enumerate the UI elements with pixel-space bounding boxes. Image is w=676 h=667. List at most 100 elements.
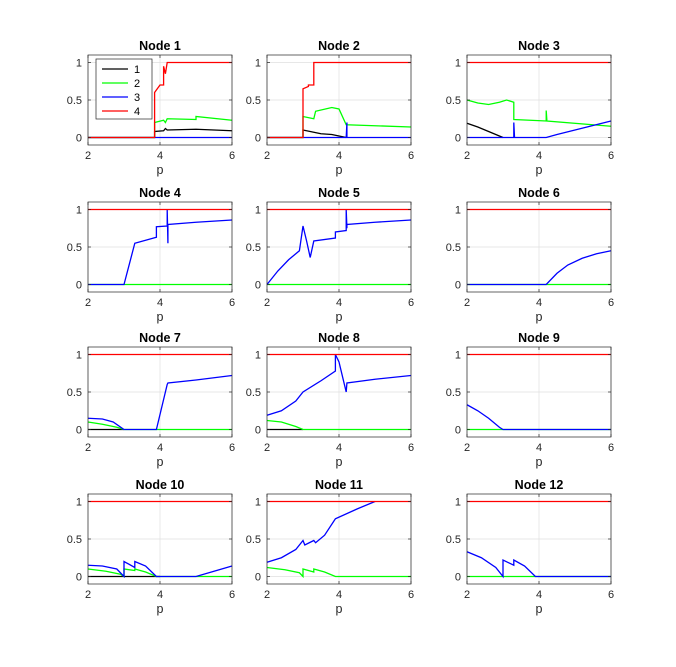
x-tick-label: 4 [536, 297, 542, 309]
y-tick-label: 0 [455, 425, 461, 437]
y-tick-label: 1 [76, 497, 82, 509]
series-line-3 [467, 250, 612, 286]
y-tick-label: 0 [76, 572, 82, 584]
subplot-node-10: 2 4 6 0 0.5 1 Node 10 p [67, 478, 235, 616]
subplot-node-12: 2 4 6 0 0.5 1 Node 12 p [446, 478, 614, 616]
y-tick-label: 1 [255, 497, 261, 509]
subplot-node-11: 2 4 6 0 0.5 1 Node 11 p [246, 478, 414, 616]
x-tick-label: 4 [336, 442, 342, 454]
x-tick-label: 6 [608, 589, 614, 601]
y-tick-label: 0.5 [67, 95, 82, 107]
x-axis-label: p [157, 310, 164, 324]
subplot-title: Node 12 [515, 478, 564, 492]
series-line-1 [466, 122, 504, 139]
x-axis-label: p [157, 163, 164, 177]
x-axis-label: p [536, 310, 543, 324]
y-tick-label: 0.5 [246, 387, 261, 399]
subplot-title: Node 1 [139, 39, 181, 53]
series-line-3 [266, 209, 412, 285]
x-axis-label: p [157, 455, 164, 469]
x-axis-label: p [157, 602, 164, 616]
legend-label-1: 1 [134, 64, 140, 76]
x-tick-label: 6 [229, 297, 235, 309]
x-tick-label: 2 [464, 297, 470, 309]
x-tick-label: 2 [85, 442, 91, 454]
subplot-node-4: 2 4 6 0 0.5 1 Node 4 p [67, 186, 235, 324]
subplot-title: Node 10 [136, 478, 185, 492]
y-tick-label: 0.5 [67, 387, 82, 399]
x-axis-label: p [536, 163, 543, 177]
y-tick-label: 0 [455, 280, 461, 292]
subplot-node-3: 2 4 6 0 0.5 1 Node 3 p [446, 39, 614, 177]
series-line-4 [88, 61, 232, 139]
y-tick-label: 1 [455, 58, 461, 70]
subplot-node-1: 2 4 6 0 0.5 1 Node 1 p 1 2 3 4 [67, 39, 235, 177]
x-tick-label: 2 [85, 297, 91, 309]
subplot-title: Node 3 [518, 39, 560, 53]
x-tick-label: 2 [264, 589, 270, 601]
x-tick-label: 4 [157, 297, 163, 309]
y-tick-label: 0 [76, 133, 82, 145]
x-axis-label: p [336, 310, 343, 324]
series-line-2 [87, 421, 232, 431]
series-line-3 [87, 560, 233, 579]
legend-label-3: 3 [134, 92, 140, 104]
x-tick-label: 2 [264, 150, 270, 162]
x-tick-label: 6 [408, 442, 414, 454]
y-tick-label: 1 [455, 205, 461, 217]
y-tick-label: 1 [255, 350, 261, 362]
subplot-title: Node 4 [139, 186, 181, 200]
y-tick-label: 1 [455, 350, 461, 362]
x-tick-label: 4 [536, 589, 542, 601]
legend-label-2: 2 [134, 78, 140, 90]
y-tick-label: 0.5 [67, 242, 82, 254]
x-tick-label: 2 [85, 150, 91, 162]
series-line-3 [467, 120, 612, 139]
x-axis-label: p [336, 602, 343, 616]
series-line-2 [266, 419, 411, 431]
series-line-3 [266, 500, 376, 563]
y-tick-label: 0.5 [67, 534, 82, 546]
series-line-2 [466, 99, 612, 127]
x-axis-label: p [536, 455, 543, 469]
y-tick-label: 1 [76, 58, 82, 70]
subplot-node-8: 2 4 6 0 0.5 1 Node 8 p [246, 331, 414, 469]
y-tick-label: 0.5 [246, 242, 261, 254]
x-axis-label: p [336, 455, 343, 469]
subplot-node-6: 2 4 6 0 0.5 1 Node 6 p [446, 186, 614, 324]
y-tick-label: 0 [455, 572, 461, 584]
subplot-node-2: 2 4 6 0 0.5 1 Node 2 p [246, 39, 414, 177]
legend: 1 2 3 4 [95, 58, 153, 120]
y-tick-label: 1 [255, 205, 261, 217]
y-tick-label: 0 [255, 572, 261, 584]
x-tick-label: 6 [229, 442, 235, 454]
x-tick-label: 2 [464, 442, 470, 454]
subplot-node-7: 2 4 6 0 0.5 1 Node 7 p [67, 331, 235, 469]
series-line-3 [466, 551, 611, 579]
x-tick-label: 2 [264, 442, 270, 454]
x-tick-label: 4 [536, 150, 542, 162]
y-tick-label: 0 [255, 280, 261, 292]
subplot-title: Node 11 [315, 478, 363, 492]
series-line-3 [88, 209, 233, 286]
y-tick-label: 1 [76, 205, 82, 217]
subplot-node-9: 2 4 6 0 0.5 1 Node 9 p [446, 331, 614, 469]
series-line-3 [87, 374, 233, 431]
x-tick-label: 4 [336, 297, 342, 309]
y-tick-label: 0.5 [446, 534, 461, 546]
x-tick-label: 2 [85, 589, 91, 601]
series-line-3 [266, 354, 412, 416]
series-line-2 [266, 566, 411, 579]
subplot-title: Node 7 [139, 331, 181, 345]
series-line-2 [87, 568, 232, 578]
x-tick-label: 6 [608, 297, 614, 309]
legend-label-4: 4 [134, 106, 140, 118]
x-tick-label: 6 [608, 442, 614, 454]
y-tick-label: 0 [255, 133, 261, 145]
x-tick-label: 6 [229, 589, 235, 601]
subplot-title: Node 6 [518, 186, 560, 200]
x-tick-label: 6 [229, 150, 235, 162]
x-tick-label: 2 [464, 589, 470, 601]
x-tick-label: 6 [608, 150, 614, 162]
